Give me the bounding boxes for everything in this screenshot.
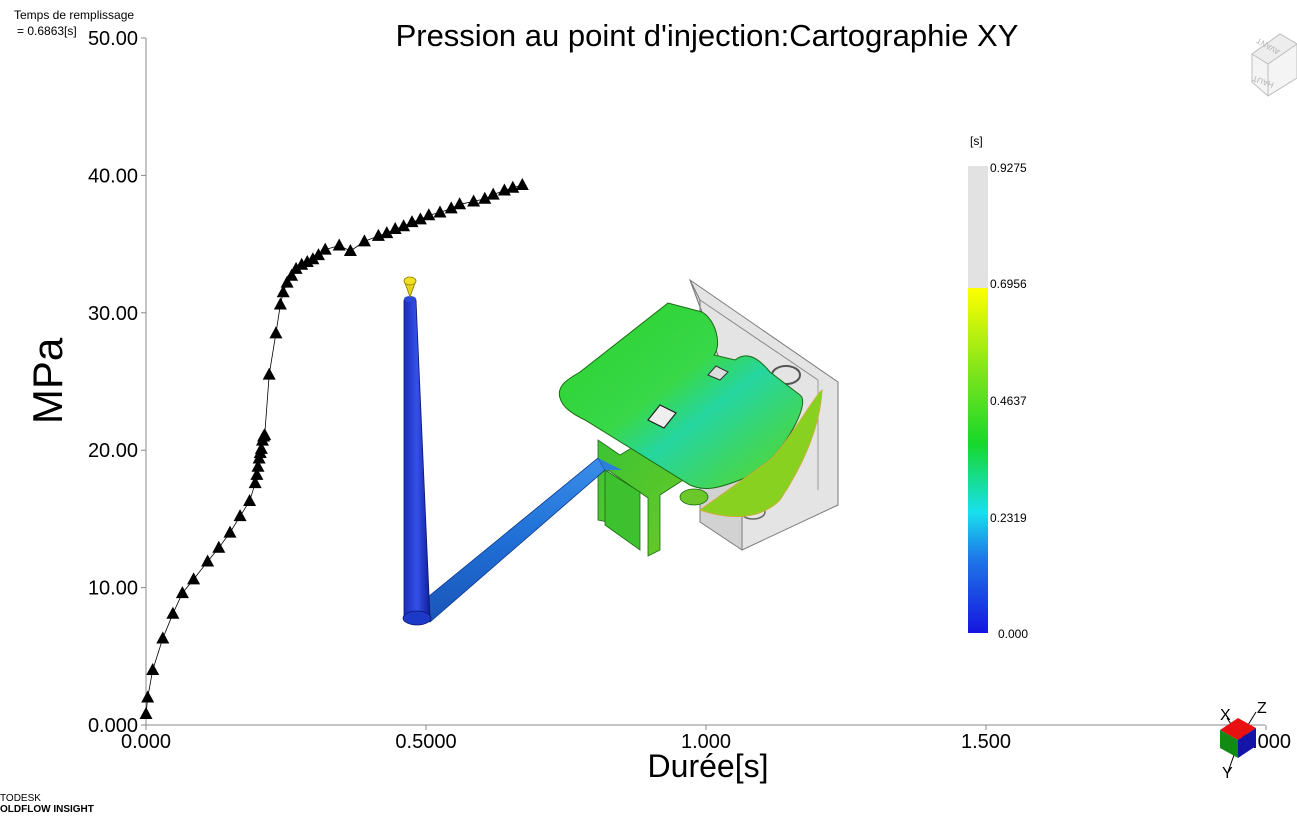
data-point-marker: [141, 690, 155, 703]
x-tick-label: 0.5000: [395, 731, 456, 753]
data-point-marker: [357, 234, 371, 247]
data-point-marker: [258, 428, 272, 441]
x-tick-label: 1.500: [961, 731, 1011, 753]
data-point-marker: [175, 586, 189, 599]
data-point-marker: [486, 187, 500, 200]
triad-z-label: Z: [1257, 700, 1267, 717]
x-tick-label: 0.000: [121, 731, 171, 753]
x-tick-label: 1.000: [681, 731, 731, 753]
data-point-marker: [250, 467, 264, 480]
chart-title: Pression au point d'injection:Cartograph…: [396, 18, 1019, 53]
data-point-marker: [254, 441, 268, 454]
y-tick-label: 30.00: [88, 303, 138, 325]
data-point-marker: [280, 275, 294, 288]
legend-grey-band: [968, 166, 988, 288]
logo-line-1: TODESK: [0, 793, 41, 804]
sprue: [403, 299, 431, 621]
data-point-marker: [276, 285, 290, 298]
series-line: [145, 184, 523, 715]
data-point-marker: [413, 212, 427, 225]
y-tick-label: 0.000: [88, 715, 138, 737]
view-cube[interactable]: AVANT HAUT: [1251, 33, 1297, 97]
flow-front: [698, 388, 823, 518]
part-rib: [604, 469, 641, 551]
data-point-marker: [306, 252, 320, 265]
legend-label-low: 0.2319: [990, 511, 1027, 525]
part-top-plate: [558, 302, 804, 489]
triad-left-face: [1220, 730, 1238, 758]
data-point-marker: [422, 208, 436, 221]
data-point-marker: [478, 191, 492, 204]
data-point-marker: [515, 178, 529, 191]
y-axis-label: MPa: [24, 337, 71, 424]
legend-label-mid: 0.4637: [990, 394, 1027, 408]
data-point-marker: [248, 476, 262, 489]
data-point-marker: [453, 197, 467, 210]
part-slot: [647, 404, 677, 429]
data-point-marker: [273, 297, 287, 310]
data-point-marker: [146, 663, 160, 676]
data-point-marker: [318, 242, 332, 255]
legend-label-min: 0.000: [998, 627, 1028, 641]
triad-y-label: Y: [1222, 765, 1233, 782]
logo-line-2: OLDFLOW INSIGHT: [0, 804, 94, 815]
data-point-marker: [343, 243, 357, 256]
data-point-marker: [251, 459, 265, 472]
data-point-marker: [433, 205, 447, 218]
data-point-marker: [212, 540, 226, 553]
vendor-logo: TODESK OLDFLOW INSIGHT: [0, 793, 94, 815]
fill-time-label: Temps de remplissage: [14, 8, 135, 22]
y-tick-label: 20.00: [88, 440, 138, 462]
data-point-marker: [289, 261, 303, 274]
data-point-marker: [269, 326, 283, 339]
data-point-marker: [467, 194, 481, 207]
triad-right-face: [1238, 728, 1256, 758]
x-axis-label: Durée[s]: [648, 748, 769, 784]
data-point-marker: [262, 367, 276, 380]
y-tick-label: 40.00: [88, 165, 138, 187]
runner: [411, 457, 606, 623]
data-point-marker: [380, 226, 394, 239]
mold-model-render: [402, 276, 839, 626]
legend-label-max: 0.9275: [990, 161, 1027, 175]
axis-triad[interactable]: X Z Y: [1220, 700, 1267, 782]
triad-x-label: X: [1220, 707, 1231, 724]
data-point-marker: [397, 219, 411, 232]
series-markers: [139, 178, 529, 720]
data-point-marker: [444, 201, 458, 214]
data-point-marker: [332, 238, 346, 251]
legend-unit: [s]: [970, 134, 983, 148]
data-point-marker: [187, 572, 201, 585]
data-point-marker: [166, 606, 180, 619]
data-point-marker: [156, 631, 170, 644]
triad-top-face: [1220, 718, 1256, 740]
data-point-marker: [233, 509, 247, 522]
data-point-marker: [243, 494, 257, 507]
y-tick-label: 10.00: [88, 578, 138, 600]
legend-color-band: [968, 288, 988, 633]
color-legend: [s] 0.9275 0.6956 0.4637 0.2319 0.000: [968, 134, 1028, 641]
fill-time-value: = 0.6863[s]: [17, 24, 77, 38]
y-tick-label: 50.00: [88, 28, 138, 50]
data-point-marker: [311, 248, 325, 261]
data-point-marker: [285, 268, 299, 281]
data-point-marker: [223, 525, 237, 538]
data-point-marker: [139, 707, 153, 720]
data-point-marker: [201, 554, 215, 567]
legend-label-current: 0.6956: [990, 277, 1027, 291]
y-tick-labels: 0.000 10.00 20.00 30.00 40.00 50.00: [88, 28, 146, 737]
